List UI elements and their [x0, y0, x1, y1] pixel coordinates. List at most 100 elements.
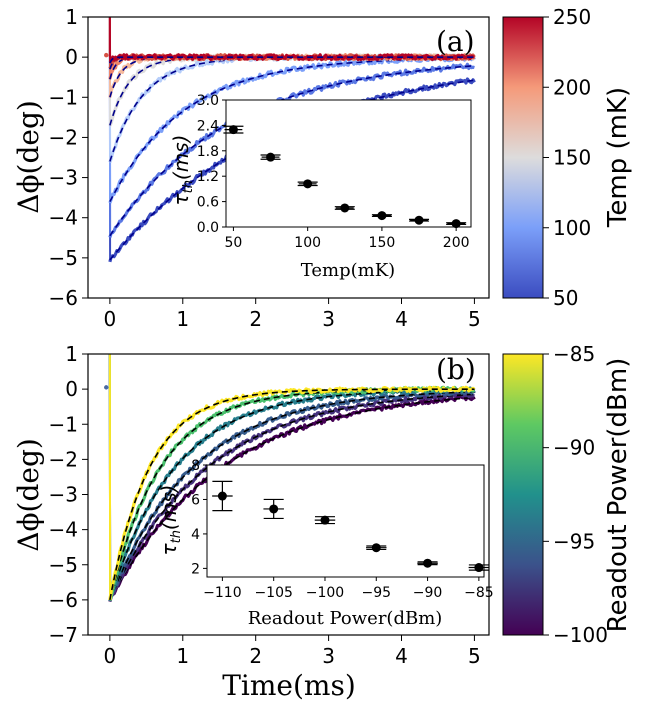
b-inset-y-tick-label: 6	[191, 492, 200, 508]
a-y-tick-label: −4	[49, 206, 78, 230]
b-y-tick-label: −3	[49, 483, 78, 507]
b-inset-x-tick-label: −90	[413, 585, 443, 601]
a-inset-y-label: τth(ms)	[169, 135, 196, 206]
b-y-tick-label: −5	[49, 553, 78, 577]
a-y-tick-label: 1	[65, 5, 78, 29]
a-inset-y-tick-label: 0.6	[197, 195, 219, 211]
a-x-tick-label: 0	[104, 307, 117, 331]
b-inset-x-label: Readout Power(dBm)	[248, 608, 443, 629]
b-colorbar-tick-label: −95	[553, 529, 595, 553]
b-inset-y-label: τth(ms)	[157, 485, 184, 556]
b-x-tick-label: 0	[104, 644, 117, 668]
a-inset-x-tick-label: 200	[443, 235, 470, 251]
b-inset-x-tick-label: −110	[203, 585, 241, 601]
a-inset-point	[266, 152, 276, 162]
b-inset-point	[423, 558, 433, 568]
b-y-tick-label: −4	[49, 518, 78, 542]
b-colorbar-tick-label: −90	[553, 436, 595, 460]
b-y-tick-label: −6	[49, 588, 78, 612]
a-inset-y-tick-label: 1.8	[197, 144, 219, 160]
panel-a: 0 1 2 3 4 5 1 0 −1 −2 −3 −4 −5 −6 (a) Δϕ(deg) 50 100 15…	[12, 5, 633, 331]
b-fit-line	[109, 388, 475, 601]
a-colorbar-label: Temp (mK)	[603, 87, 633, 228]
b-inset-point	[320, 515, 330, 525]
a-x-tick-label: 3	[322, 307, 335, 331]
b-fit-line	[109, 396, 475, 601]
b-x-tick-label: 1	[176, 644, 189, 668]
b-x-tick-label: 2	[249, 644, 262, 668]
b-trace	[108, 394, 476, 603]
a-colorbar	[502, 16, 544, 299]
a-y-tick-label: −1	[49, 85, 78, 109]
a-x-tick-label: 5	[468, 307, 481, 331]
a-y-tick-label: 0	[65, 45, 78, 69]
b-x-axis-label: Time(ms)	[222, 669, 356, 702]
a-fit-line	[109, 64, 475, 237]
a-fit-line	[109, 56, 475, 64]
a-inset-y-tick-label: 2.4	[197, 118, 219, 134]
a-inset-point	[377, 211, 387, 221]
b-x-tick-label: 5	[468, 644, 481, 668]
a-panel-label: (a)	[436, 25, 475, 58]
b-inset-x-tick-label: −85	[464, 585, 494, 601]
b-inset-point	[474, 563, 484, 573]
a-colorbar-tick-label: 150	[553, 146, 591, 170]
a-colorbar-tick-label: 250	[553, 5, 591, 29]
a-inset-x-tick-label: 150	[369, 235, 396, 251]
b-inset-y-tick-label: 2	[191, 561, 200, 577]
b-data-curves	[104, 353, 476, 603]
a-inset-y-tick-label: 0.0	[197, 220, 219, 236]
b-y-tick-label: 0	[65, 377, 78, 401]
b-inset-x-tick-label: −100	[306, 585, 344, 601]
panel-b: 0 1 2 3 4 5 1 0 −1 −2 −3 −4 −5 −6 −7 (b) Δϕ(deg) Time(…	[12, 342, 633, 702]
b-inset-y-tick-label: 8	[191, 458, 200, 474]
b-colorbar-label: Readout Power(dBm)	[603, 358, 633, 633]
b-colorbar-tick-label: −85	[553, 342, 595, 366]
a-x-tick-label: 2	[249, 307, 262, 331]
b-x-tick-label: 4	[395, 644, 408, 668]
a-inset-y-tick-label: 1.2	[197, 169, 219, 185]
a-colorbar-tick-label: 50	[553, 286, 578, 310]
b-panel-label: (b)	[436, 353, 476, 386]
b-inset-point	[217, 491, 227, 501]
b-inset-point	[269, 504, 279, 514]
a-y-tick-label: −2	[49, 125, 78, 149]
b-fit-line	[109, 389, 475, 601]
a-y-tick-label: −5	[49, 246, 78, 270]
a-inset-point	[414, 215, 424, 225]
b-fit-line	[109, 391, 475, 601]
a-y-tick-label: −3	[49, 166, 78, 190]
a-inset-point	[451, 219, 461, 229]
b-fit-line	[109, 393, 475, 601]
b-y-tick-label: −2	[49, 447, 78, 471]
a-inset-x-label: Temp(mK)	[301, 260, 395, 281]
a-data-curves	[104, 16, 476, 263]
a-fit-line	[109, 79, 475, 261]
a-inset-point	[340, 203, 350, 213]
a-y-axis-label: Δϕ(deg)	[12, 100, 45, 214]
a-fit-line	[109, 57, 475, 203]
b-y-tick-label: 1	[65, 342, 78, 366]
b-y-axis-label: Δϕ(deg)	[12, 438, 45, 552]
b-inset-y-tick-label: 4	[191, 527, 200, 543]
a-y-tick-label: −6	[49, 286, 78, 310]
b-pre-trigger-point	[104, 385, 109, 390]
a-inset-point	[303, 179, 313, 189]
b-y-tick-label: −1	[49, 412, 78, 436]
b-inset-frame	[206, 464, 485, 578]
b-y-tick-label: −7	[49, 623, 78, 647]
a-inset-x-tick-label: 100	[294, 235, 321, 251]
b-inset-x-tick-label: −95	[362, 585, 392, 601]
a-plot-frame	[87, 16, 490, 299]
a-pre-trigger-point	[104, 52, 109, 58]
b-colorbar	[502, 353, 544, 636]
a-fit-line	[109, 56, 475, 126]
a-x-tick-label: 4	[395, 307, 408, 331]
b-inset-point	[371, 543, 381, 553]
b-x-tick-label: 3	[322, 644, 335, 668]
a-inset-y-tick-label: 3.0	[197, 93, 219, 109]
b-inset-x-tick-label: −105	[254, 585, 292, 601]
a-inset-point	[228, 125, 238, 135]
a-colorbar-tick-label: 100	[553, 216, 591, 240]
